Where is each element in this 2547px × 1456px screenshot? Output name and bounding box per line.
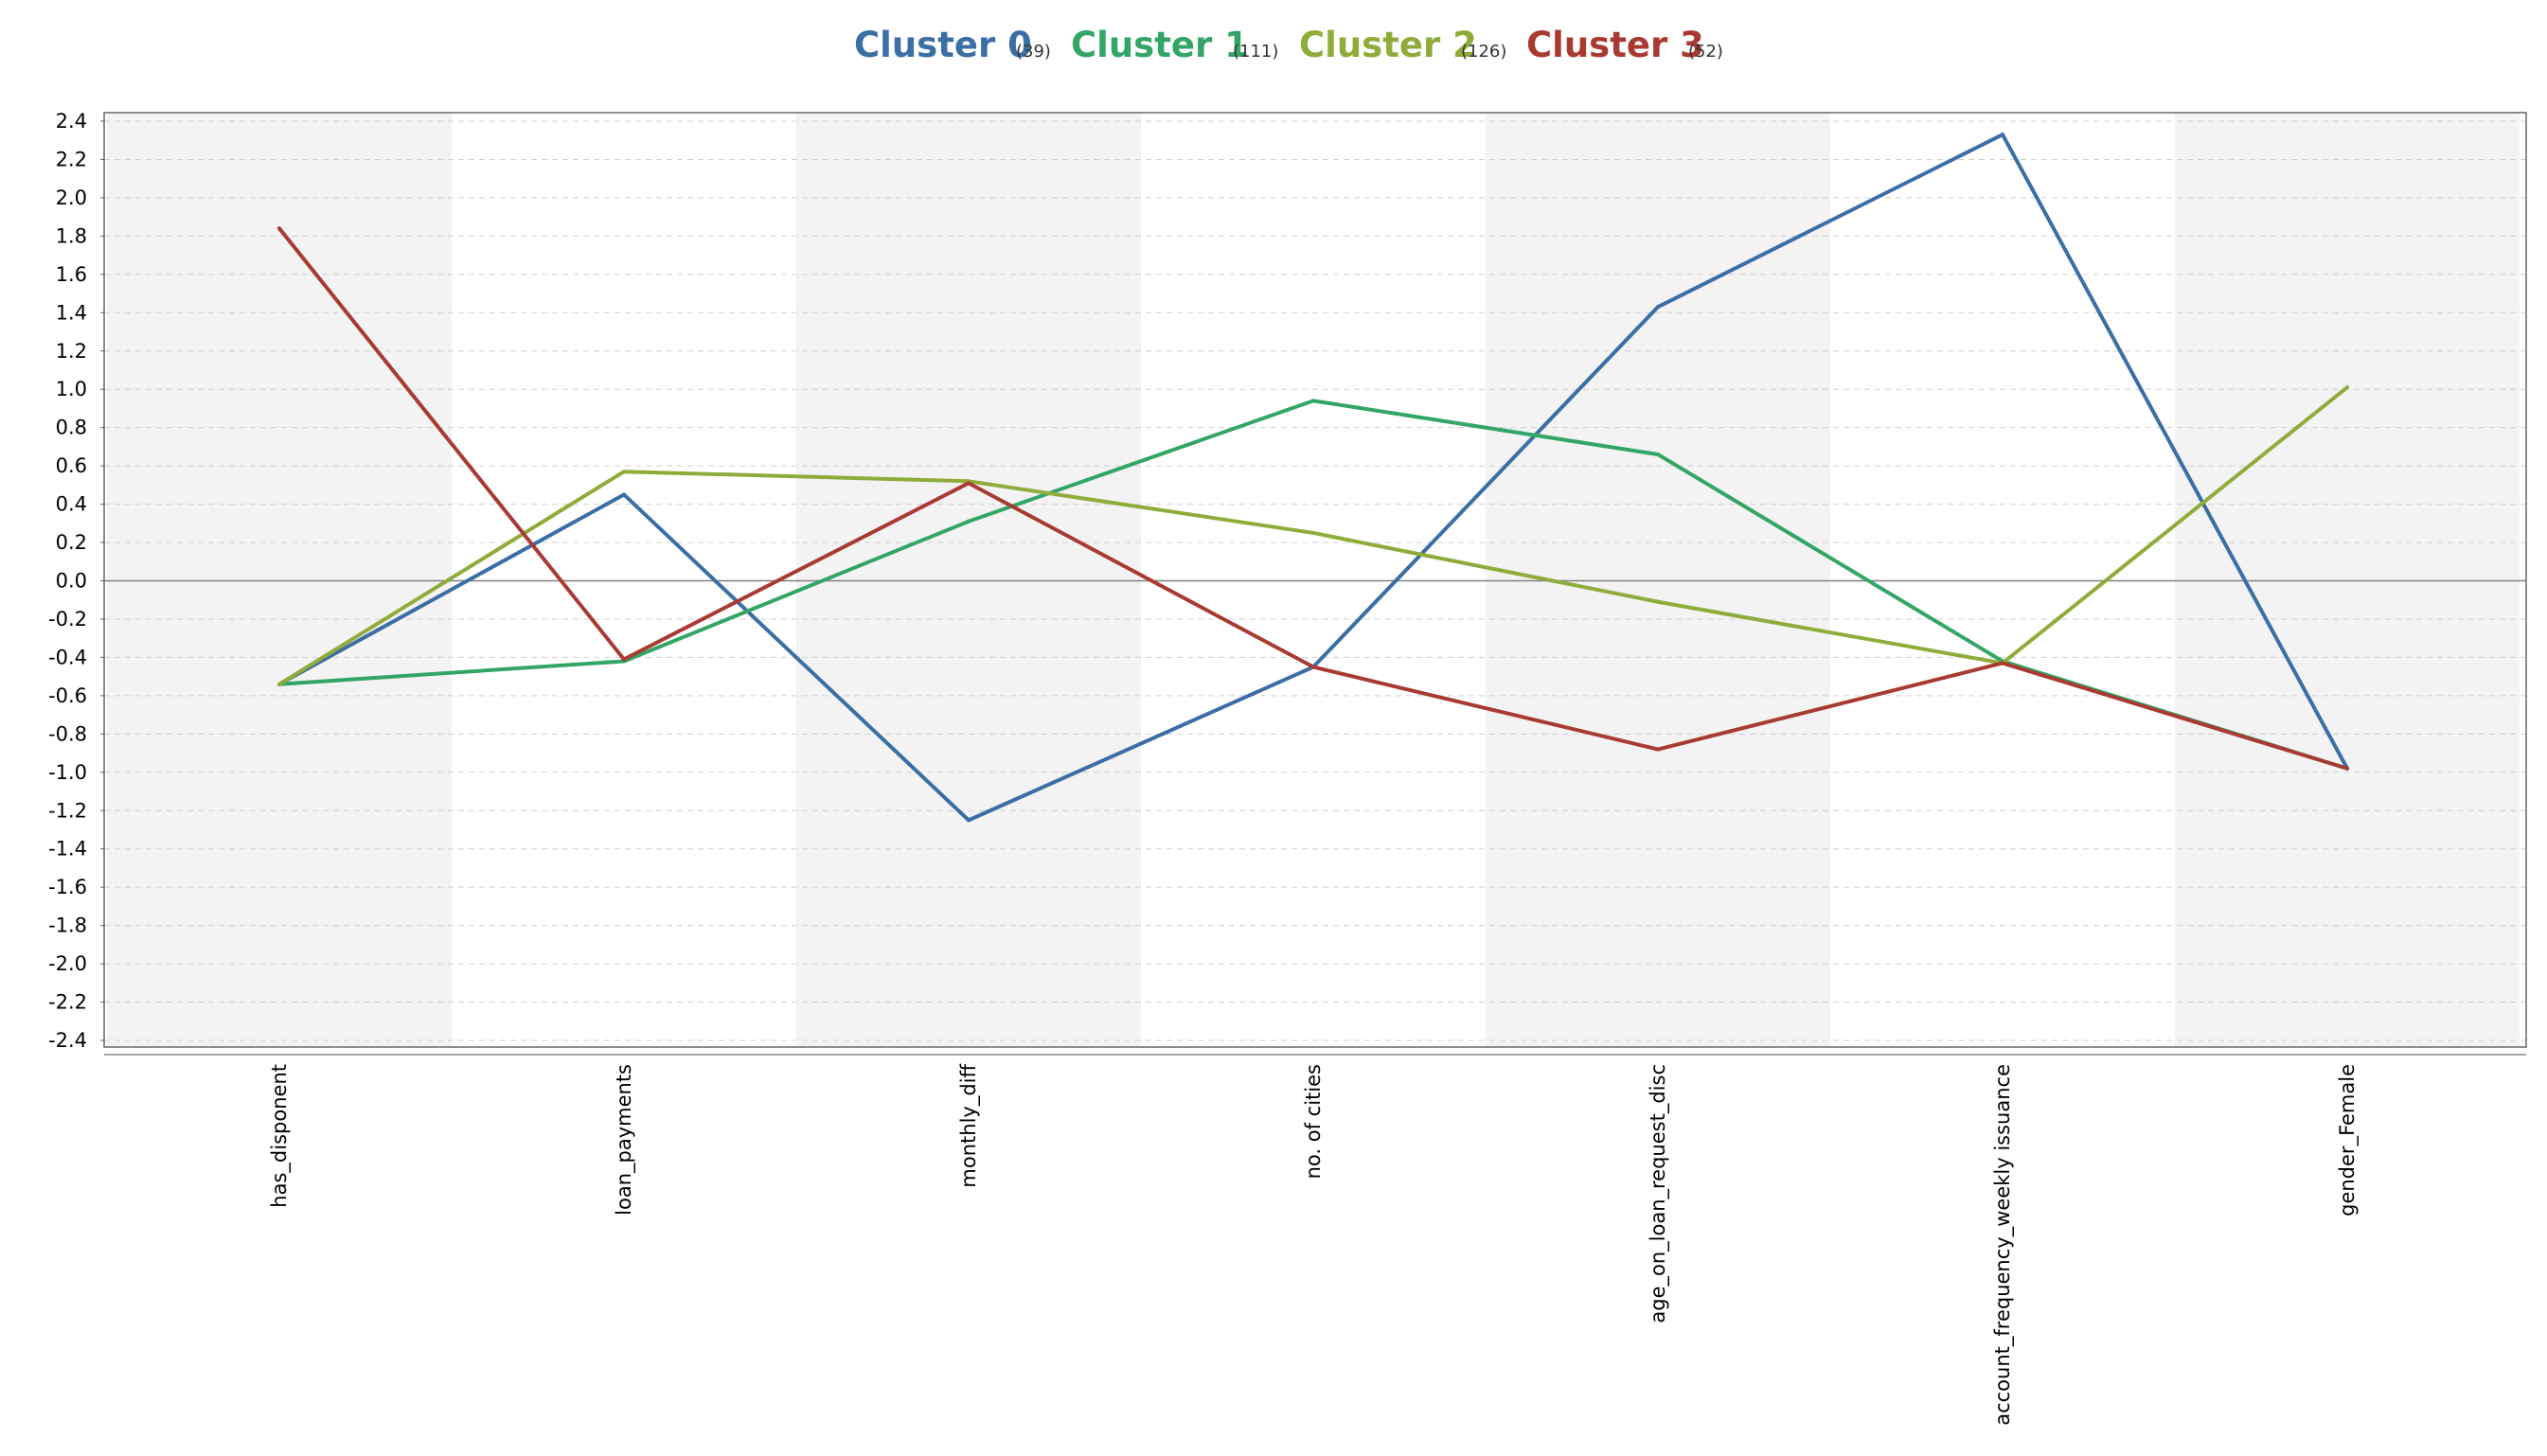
data-point — [1311, 665, 1315, 669]
series-cluster-2 — [277, 385, 2349, 686]
legend: Cluster 0(39) Cluster 1(111) Cluster 2(126… — [854, 25, 1723, 65]
legend-label: Cluster 1 — [1071, 25, 1249, 65]
y-tick-label: 0.8 — [56, 417, 87, 439]
legend-count: (39) — [1016, 42, 1051, 62]
y-tick-label: -1.2 — [48, 799, 87, 822]
data-point — [2345, 766, 2349, 771]
y-tick-label: -2.4 — [48, 1029, 87, 1052]
data-point — [1656, 452, 1660, 456]
series-line — [277, 385, 2349, 686]
y-axis: 2.4 2.2 2.0 1.8 1.6 1.4 1.2 1.0 0.8 0.6 0.4 0.2 0.0 -… — [48, 110, 104, 1052]
data-point — [622, 657, 626, 662]
y-tick-label: 2.0 — [56, 186, 87, 209]
plot-border — [103, 112, 2527, 1048]
data-point — [1311, 399, 1315, 403]
x-category-label: gender_Female — [2336, 1064, 2360, 1216]
data-point — [277, 226, 281, 231]
category-band — [2175, 113, 2520, 1047]
y-tick-label: -2.2 — [48, 991, 87, 1014]
legend-item-cluster-1: Cluster 1(111) — [1071, 25, 1278, 65]
series-cluster-3 — [277, 226, 2349, 771]
y-tick-label: 2.4 — [56, 110, 87, 133]
y-tick-label: 2.2 — [56, 148, 87, 170]
series-lines — [277, 133, 2349, 823]
y-tick-label: -1.4 — [48, 838, 87, 861]
y-tick-label: -0.6 — [48, 684, 87, 707]
y-tick-label: 1.2 — [56, 340, 87, 363]
y-tick-label: 0.4 — [56, 493, 87, 516]
y-tick-label: 1.6 — [56, 263, 87, 286]
category-bands — [107, 113, 2520, 1047]
legend-count: (52) — [1688, 42, 1723, 62]
y-tick-label: 0.2 — [56, 531, 87, 554]
series-line — [277, 226, 2349, 771]
series-line — [277, 399, 2349, 771]
data-point — [967, 519, 971, 524]
data-point — [967, 481, 971, 486]
y-tick-label: 1.8 — [56, 224, 87, 247]
y-tick-label: -1.6 — [48, 876, 87, 898]
data-point — [2001, 661, 2004, 666]
x-category-label: has_disponent — [268, 1064, 292, 1208]
data-point — [2001, 133, 2004, 137]
data-point — [1656, 305, 1660, 310]
series-line — [277, 133, 2349, 823]
y-tick-label: 0.0 — [56, 570, 87, 593]
y-tick-label: -0.4 — [48, 646, 87, 668]
legend-label: Cluster 0 — [854, 25, 1032, 65]
legend-label: Cluster 3 — [1526, 25, 1704, 65]
y-tick-label: -1.0 — [48, 761, 87, 784]
grid-lines — [104, 120, 2526, 1041]
legend-label: Cluster 2 — [1299, 25, 1477, 65]
category-band — [107, 113, 452, 1047]
x-category-label: monthly_diff — [957, 1063, 981, 1187]
legend-count: (111) — [1233, 42, 1278, 62]
data-point — [1656, 747, 1660, 752]
x-category-label: loan_payments — [613, 1064, 636, 1216]
data-point — [622, 492, 626, 497]
category-band — [796, 113, 1141, 1047]
y-tick-label: -1.8 — [48, 914, 87, 937]
y-tick-label: -0.8 — [48, 722, 87, 745]
legend-item-cluster-2: Cluster 2(126) — [1299, 25, 1506, 65]
y-tick-label: 1.0 — [56, 378, 87, 400]
data-point — [2345, 385, 2349, 390]
series-cluster-1 — [277, 399, 2349, 771]
legend-item-cluster-0: Cluster 0(39) — [854, 25, 1051, 65]
x-category-label: age_on_loan_request_disc — [1647, 1064, 1670, 1323]
legend-item-cluster-3: Cluster 3(52) — [1526, 25, 1723, 65]
x-axis: has_disponent loan_payments monthly_diff no… — [268, 1063, 2360, 1425]
legend-count: (126) — [1461, 42, 1506, 62]
data-point — [1311, 530, 1315, 535]
x-category-label: account_frequency_weekly issuance — [1991, 1064, 2015, 1426]
y-tick-label: -0.2 — [48, 608, 87, 630]
plot-frame — [103, 112, 2527, 1056]
data-point — [1656, 599, 1660, 604]
data-point — [277, 682, 281, 686]
y-tick-label: -2.0 — [48, 952, 87, 975]
data-point — [967, 818, 971, 823]
x-category-label: no. of cities — [1302, 1064, 1325, 1179]
category-band — [1486, 113, 1830, 1047]
data-point — [622, 470, 626, 474]
y-tick-label: 1.4 — [56, 301, 87, 324]
y-tick-label: 0.6 — [56, 454, 87, 477]
